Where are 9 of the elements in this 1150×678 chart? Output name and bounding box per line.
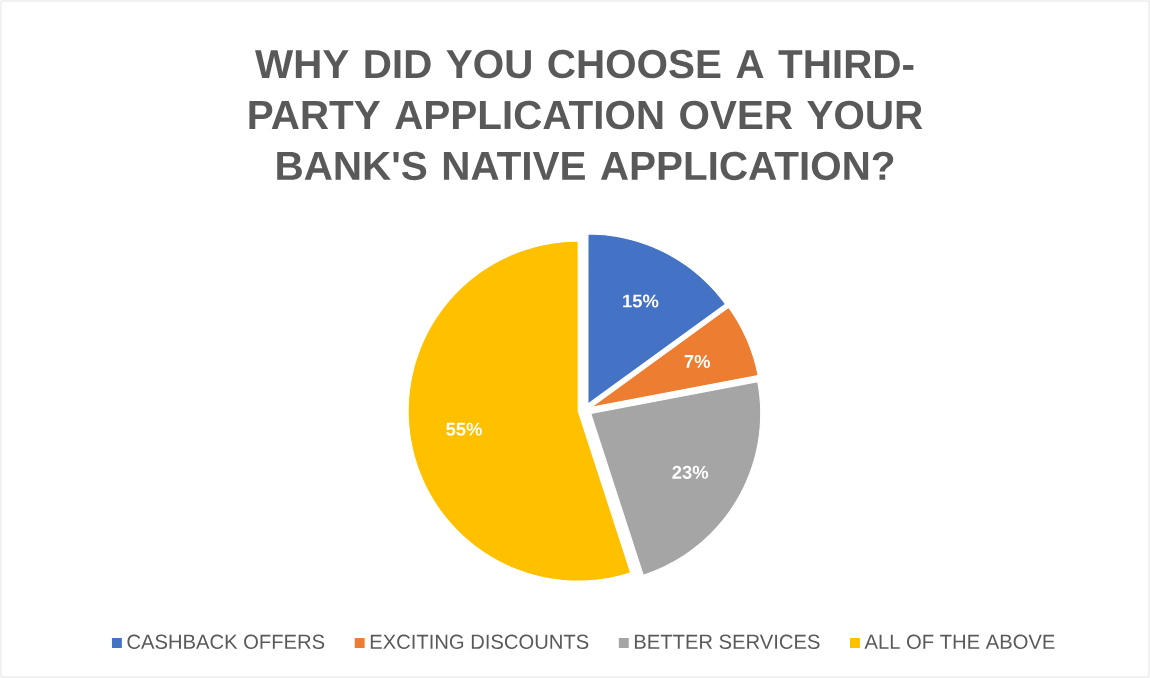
data-label: 55% xyxy=(446,422,482,436)
data-label: 23% xyxy=(672,465,709,479)
chart-title: WHY DID YOU CHOOSE A THIRD-PARTY APPLICATION OVER YOUR BANK'S NATIVE APPLICATION? xyxy=(249,49,923,181)
data-label: 15% xyxy=(623,294,659,308)
legend-label: CASHBACK OFFERS xyxy=(127,634,325,649)
legend-label: BETTER SERVICES xyxy=(634,634,820,649)
legend-label: EXCITING DISCOUNTS xyxy=(370,634,589,649)
legend-label: ALL OF THE ABOVE xyxy=(864,634,1055,649)
data-label: 7% xyxy=(684,354,711,368)
